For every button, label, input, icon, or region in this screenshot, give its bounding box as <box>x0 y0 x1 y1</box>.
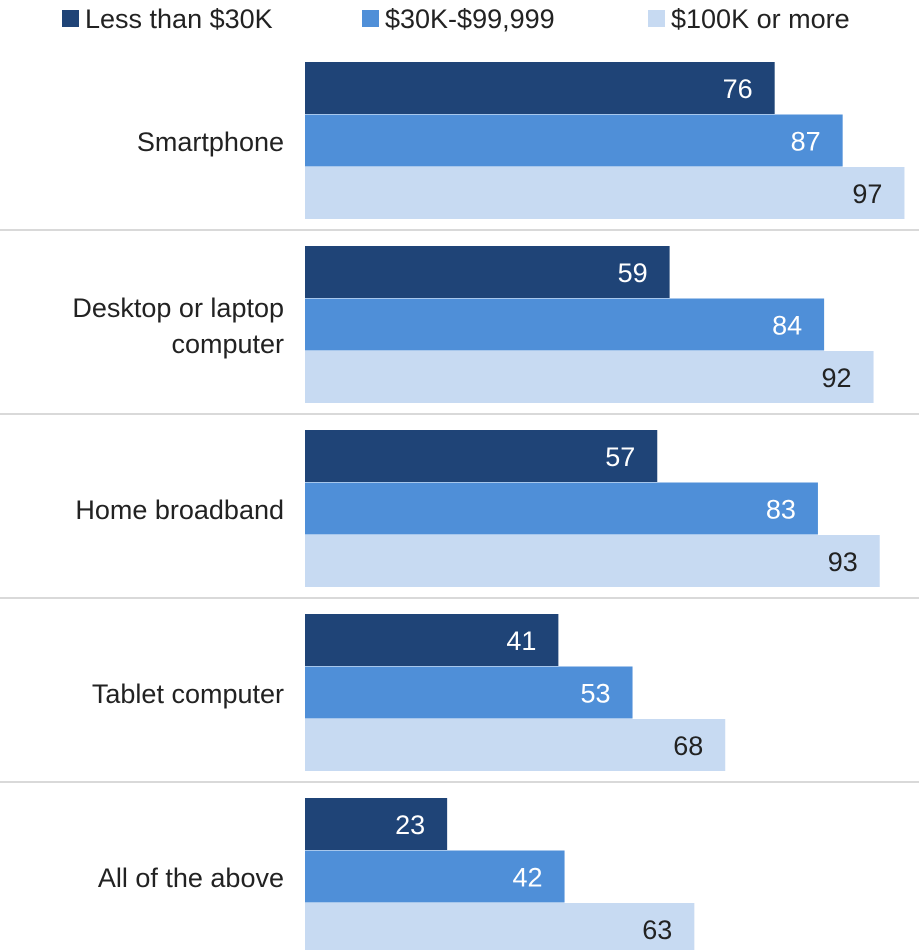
value-label-home-broadband-100k-or-more: 93 <box>828 547 858 577</box>
bar-desktop-or-laptop-computer-less-than-30k <box>305 246 670 298</box>
bar-tablet-computer-30k-99-999 <box>305 666 633 719</box>
group-separators <box>0 229 919 783</box>
value-label-tablet-computer-100k-or-more: 68 <box>673 731 703 761</box>
bars <box>305 62 905 950</box>
bar-tablet-computer-100k-or-more <box>305 719 726 771</box>
bar-all-of-the-above-30k-99-999 <box>305 850 565 903</box>
value-label-desktop-or-laptop-computer-100k-or-more: 92 <box>822 363 852 393</box>
bar-home-broadband-30k-99-999 <box>305 482 818 535</box>
value-label-home-broadband-30k-99-999: 83 <box>766 495 796 525</box>
bar-smartphone-30k-99-999 <box>305 114 843 167</box>
bar-desktop-or-laptop-computer-100k-or-more <box>305 351 874 403</box>
legend: Less than $30K $30K-$99,999 $100K or more <box>62 4 850 34</box>
bar-all-of-the-above-100k-or-more <box>305 903 695 950</box>
bar-home-broadband-less-than-30k <box>305 430 658 482</box>
value-label-tablet-computer-30k-99-999: 53 <box>580 679 610 709</box>
value-labels: 76 87 97 59 84 92 57 83 93 41 53 68 23 42 63 <box>395 74 882 945</box>
value-label-all-of-the-above-30k-99-999: 42 <box>513 863 543 893</box>
category-label-home-broadband: Home broadband <box>75 495 284 525</box>
legend-swatch-100k-or-more <box>648 10 665 27</box>
value-label-desktop-or-laptop-computer-less-than-30k: 59 <box>618 258 648 288</box>
legend-label-30k-99-999: $30K-$99,999 <box>385 4 555 34</box>
value-label-smartphone-100k-or-more: 97 <box>852 179 882 209</box>
bar-home-broadband-100k-or-more <box>305 535 880 587</box>
legend-label-less-than-30k: Less than $30K <box>85 4 273 34</box>
value-label-home-broadband-less-than-30k: 57 <box>605 442 635 472</box>
legend-label-100k-or-more: $100K or more <box>671 4 850 34</box>
bar-all-of-the-above-less-than-30k <box>305 798 448 850</box>
value-label-desktop-or-laptop-computer-30k-99-999: 84 <box>772 311 802 341</box>
category-label-desktop-or-laptop-computer: Desktop or laptop <box>72 293 284 323</box>
legend-swatch-30k-99-999 <box>362 10 379 27</box>
category-labels: Smartphone Desktop or laptop computer Home … <box>72 127 284 893</box>
bar-smartphone-less-than-30k <box>305 62 775 114</box>
bar-desktop-or-laptop-computer-30k-99-999 <box>305 298 825 351</box>
value-label-all-of-the-above-less-than-30k: 23 <box>395 810 425 840</box>
category-label-all-of-the-above: All of the above <box>98 863 284 893</box>
bar-smartphone-100k-or-more <box>305 167 905 219</box>
value-label-smartphone-30k-99-999: 87 <box>791 127 821 157</box>
category-label-tablet-computer: Tablet computer <box>92 679 284 709</box>
value-label-tablet-computer-less-than-30k: 41 <box>506 626 536 656</box>
bar-tablet-computer-less-than-30k <box>305 614 559 666</box>
legend-swatch-less-than-30k <box>62 10 79 27</box>
category-label-desktop-or-laptop-computer: computer <box>171 329 284 359</box>
value-label-smartphone-less-than-30k: 76 <box>723 74 753 104</box>
category-label-smartphone: Smartphone <box>137 127 284 157</box>
value-label-all-of-the-above-100k-or-more: 63 <box>642 915 672 945</box>
